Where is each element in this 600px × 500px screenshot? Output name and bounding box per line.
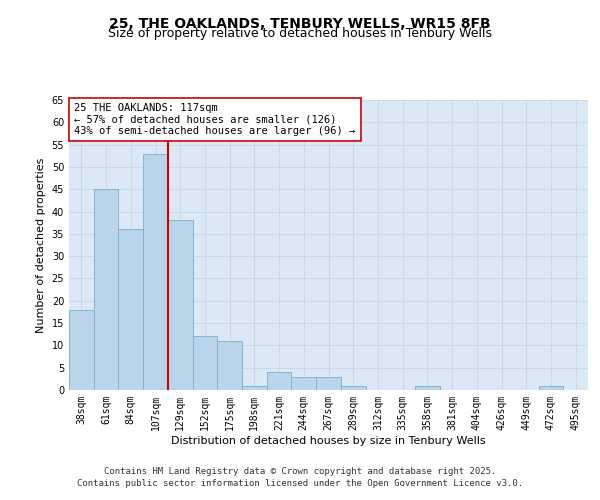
Text: Size of property relative to detached houses in Tenbury Wells: Size of property relative to detached ho… [108, 28, 492, 40]
Bar [539, 386, 563, 390]
Bar [94, 189, 118, 390]
Bar [242, 386, 267, 390]
Bar [267, 372, 292, 390]
Bar [118, 230, 143, 390]
Bar [193, 336, 217, 390]
Y-axis label: Number of detached properties: Number of detached properties [36, 158, 46, 332]
Bar [341, 386, 365, 390]
Bar [292, 376, 316, 390]
Bar [217, 341, 242, 390]
Text: 25 THE OAKLANDS: 117sqm
← 57% of detached houses are smaller (126)
43% of semi-d: 25 THE OAKLANDS: 117sqm ← 57% of detache… [74, 103, 355, 136]
X-axis label: Distribution of detached houses by size in Tenbury Wells: Distribution of detached houses by size … [171, 436, 486, 446]
Text: Contains HM Land Registry data © Crown copyright and database right 2025.
Contai: Contains HM Land Registry data © Crown c… [77, 466, 523, 487]
Bar [143, 154, 168, 390]
Bar [69, 310, 94, 390]
Bar [316, 376, 341, 390]
Bar [415, 386, 440, 390]
Text: 25, THE OAKLANDS, TENBURY WELLS, WR15 8FB: 25, THE OAKLANDS, TENBURY WELLS, WR15 8F… [109, 18, 491, 32]
Bar [168, 220, 193, 390]
